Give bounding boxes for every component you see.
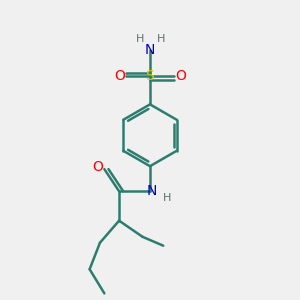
- Text: O: O: [92, 160, 103, 174]
- Text: H: H: [157, 34, 165, 44]
- Text: H: H: [163, 193, 171, 203]
- Text: S: S: [146, 69, 154, 83]
- Text: H: H: [136, 34, 144, 44]
- Text: O: O: [114, 69, 125, 83]
- Text: O: O: [175, 69, 186, 83]
- Text: N: N: [145, 43, 155, 57]
- Text: N: N: [146, 184, 157, 198]
